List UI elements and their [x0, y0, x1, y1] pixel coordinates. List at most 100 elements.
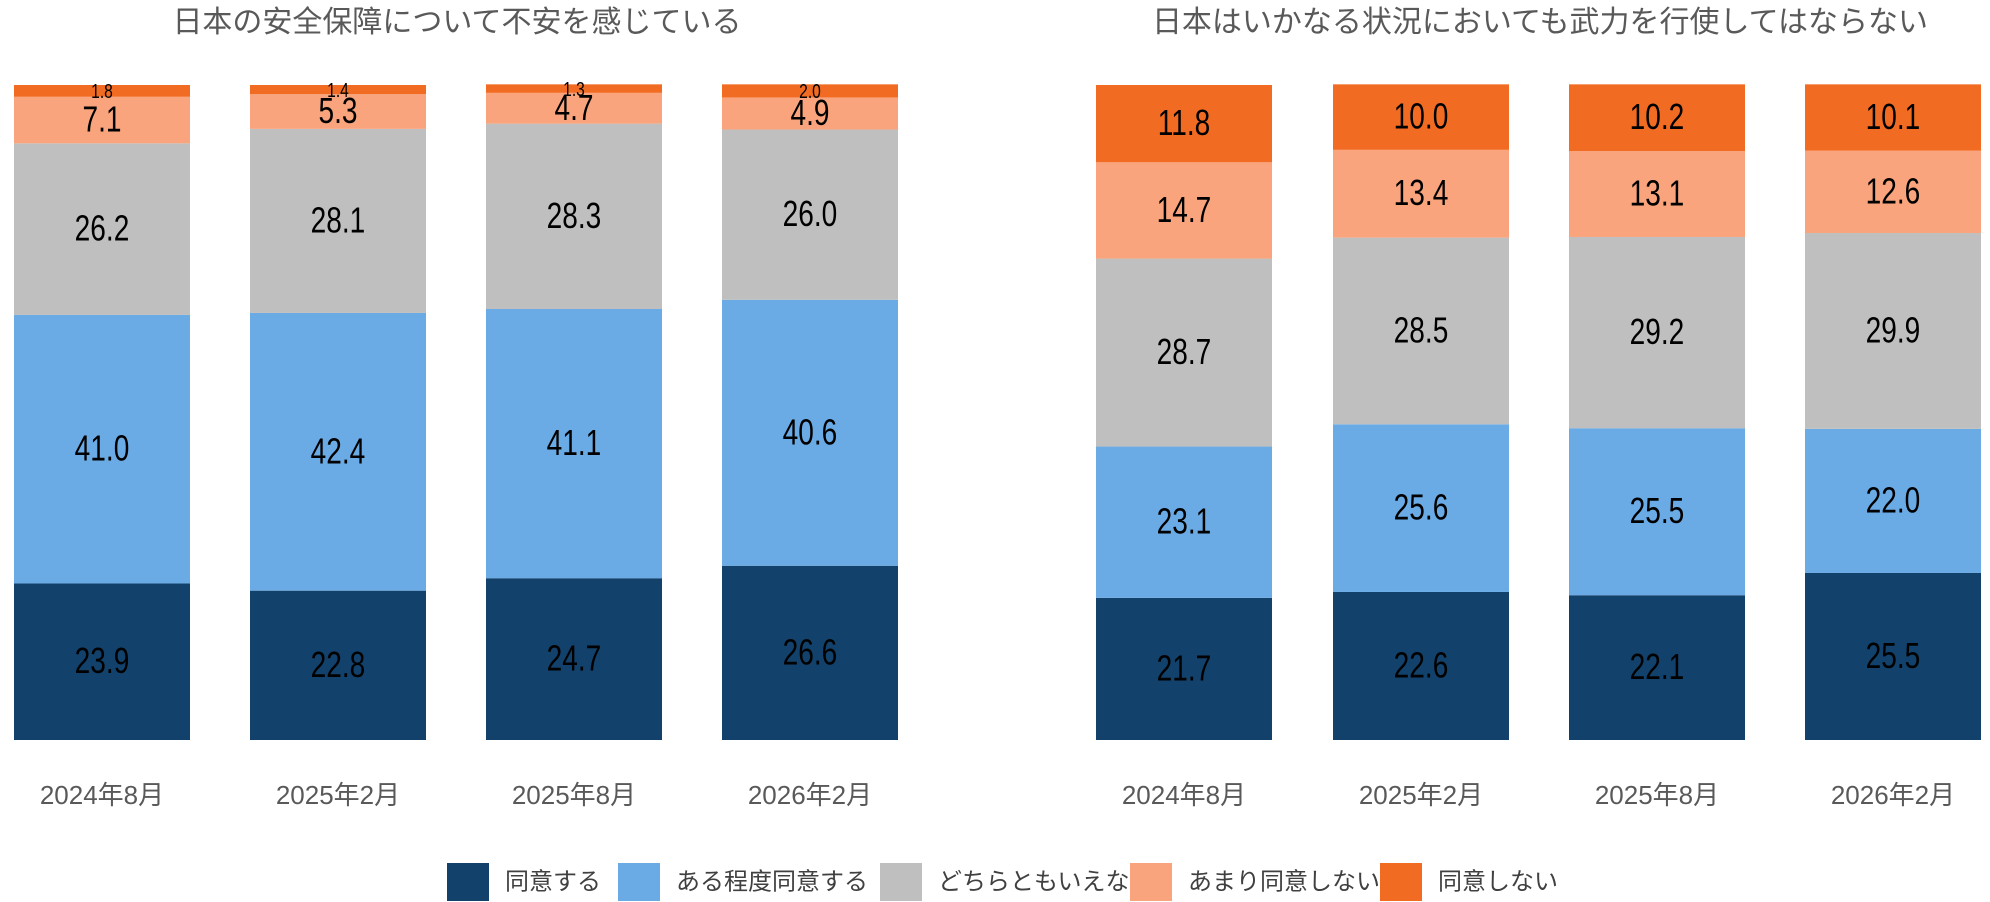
- bar-segment: [486, 578, 662, 740]
- value-label: 23.9: [75, 641, 130, 681]
- legend-swatch: [1130, 863, 1172, 901]
- value-label: 23.1: [1157, 501, 1212, 541]
- legend-swatch: [447, 863, 489, 901]
- bar-segment: [1333, 424, 1509, 592]
- value-label: 5.3: [318, 91, 357, 131]
- value-label: 22.1: [1630, 647, 1685, 687]
- bar-segment: [250, 590, 426, 740]
- x-tick-label: 2026年2月: [748, 780, 872, 810]
- value-label: 11.8: [1158, 103, 1211, 143]
- value-label: 40.6: [783, 412, 838, 452]
- x-tick-label: 2024年8月: [1122, 780, 1246, 810]
- value-label: 14.7: [1157, 190, 1212, 230]
- bar-segment: [1805, 233, 1981, 429]
- value-label: 29.9: [1866, 310, 1921, 350]
- value-label: 24.7: [547, 638, 602, 678]
- value-label: 25.5: [1866, 636, 1921, 676]
- bar-segment: [14, 583, 190, 740]
- legend-label: 同意しない: [1438, 868, 1558, 895]
- legend-swatch: [618, 863, 660, 901]
- value-label: 28.7: [1157, 332, 1212, 372]
- bar-segment: [1569, 595, 1745, 740]
- bar-segment: [722, 97, 898, 130]
- legend-label: 同意する: [505, 868, 601, 895]
- value-label: 28.3: [547, 196, 602, 236]
- value-label: 41.0: [75, 428, 130, 468]
- bar-segment: [250, 312, 426, 591]
- value-label: 25.6: [1394, 487, 1449, 527]
- bar-segment: [1096, 162, 1272, 259]
- bar-segment: [14, 96, 190, 144]
- bar-segment: [486, 123, 662, 310]
- bar-segment: [1333, 237, 1509, 425]
- value-label: 4.7: [554, 87, 593, 127]
- value-label: 26.0: [783, 194, 838, 234]
- value-label: 12.6: [1866, 171, 1921, 211]
- bar-segment: [1569, 84, 1745, 152]
- bar-segment: [486, 309, 662, 579]
- value-label: 22.8: [311, 645, 366, 685]
- value-label: 10.1: [1866, 97, 1921, 137]
- bar-segment: [250, 128, 426, 313]
- value-label: 13.1: [1630, 173, 1685, 213]
- bar-segment: [1569, 236, 1745, 429]
- bar-segment: [1569, 151, 1745, 237]
- bar-segment: [14, 314, 190, 584]
- bar-segment: [1333, 591, 1509, 740]
- value-label: 28.1: [311, 200, 366, 240]
- value-label: 22.6: [1394, 645, 1449, 685]
- bar-segment: [14, 85, 190, 97]
- bar-segment: [486, 84, 662, 93]
- x-tick-label: 2025年2月: [276, 780, 400, 810]
- x-tick-label: 2025年8月: [512, 780, 636, 810]
- bar-segment: [1096, 85, 1272, 163]
- bar-segment: [1805, 572, 1981, 740]
- bar-segment: [250, 94, 426, 129]
- chart-title: 日本の安全保障について不安を感じている: [172, 6, 741, 39]
- value-label: 1.4: [327, 79, 349, 101]
- value-label: 1.8: [91, 80, 113, 102]
- bar-segment: [1096, 597, 1272, 740]
- legend-label: どちらともいえない: [938, 868, 1154, 895]
- bar-segment: [722, 565, 898, 740]
- bar-segment: [1096, 446, 1272, 598]
- bar-segment: [1805, 150, 1981, 234]
- legend-label: あまり同意しない: [1188, 868, 1380, 895]
- bar-segment: [1569, 428, 1745, 596]
- x-tick-label: 2025年2月: [1359, 780, 1483, 810]
- value-label: 42.4: [311, 431, 366, 471]
- bar-segment: [250, 85, 426, 95]
- bar-segment: [1333, 149, 1509, 238]
- value-label: 26.6: [783, 632, 838, 672]
- bar-segment: [14, 143, 190, 315]
- value-label: 4.9: [790, 93, 829, 133]
- value-label: 25.5: [1630, 491, 1685, 531]
- bar-segment: [1096, 258, 1272, 447]
- bar-segment: [722, 84, 898, 98]
- value-label: 10.2: [1630, 97, 1685, 137]
- value-label: 1.3: [563, 78, 585, 100]
- value-label: 2.0: [799, 80, 821, 102]
- legend-swatch: [880, 863, 922, 901]
- value-label: 22.0: [1866, 480, 1921, 520]
- bar-segment: [1333, 84, 1509, 150]
- bar-segment: [1805, 84, 1981, 151]
- legend-swatch: [1380, 863, 1422, 901]
- x-tick-label: 2024年8月: [40, 780, 164, 810]
- bar-segment: [486, 92, 662, 124]
- bar-segment: [1805, 428, 1981, 573]
- value-label: 28.5: [1394, 310, 1449, 350]
- value-label: 21.7: [1157, 648, 1212, 688]
- chart-title: 日本はいかなる状況においても武力を行使してはならない: [1152, 6, 1928, 39]
- value-label: 26.2: [75, 208, 130, 248]
- bar-segment: [722, 299, 898, 566]
- bar-segment: [722, 129, 898, 300]
- x-tick-label: 2026年2月: [1831, 780, 1955, 810]
- value-label: 29.2: [1630, 312, 1685, 352]
- value-label: 7.1: [82, 99, 121, 139]
- x-tick-label: 2025年8月: [1595, 780, 1719, 810]
- value-label: 41.1: [547, 423, 602, 463]
- value-label: 10.0: [1394, 96, 1449, 136]
- legend-label: ある程度同意する: [676, 868, 868, 895]
